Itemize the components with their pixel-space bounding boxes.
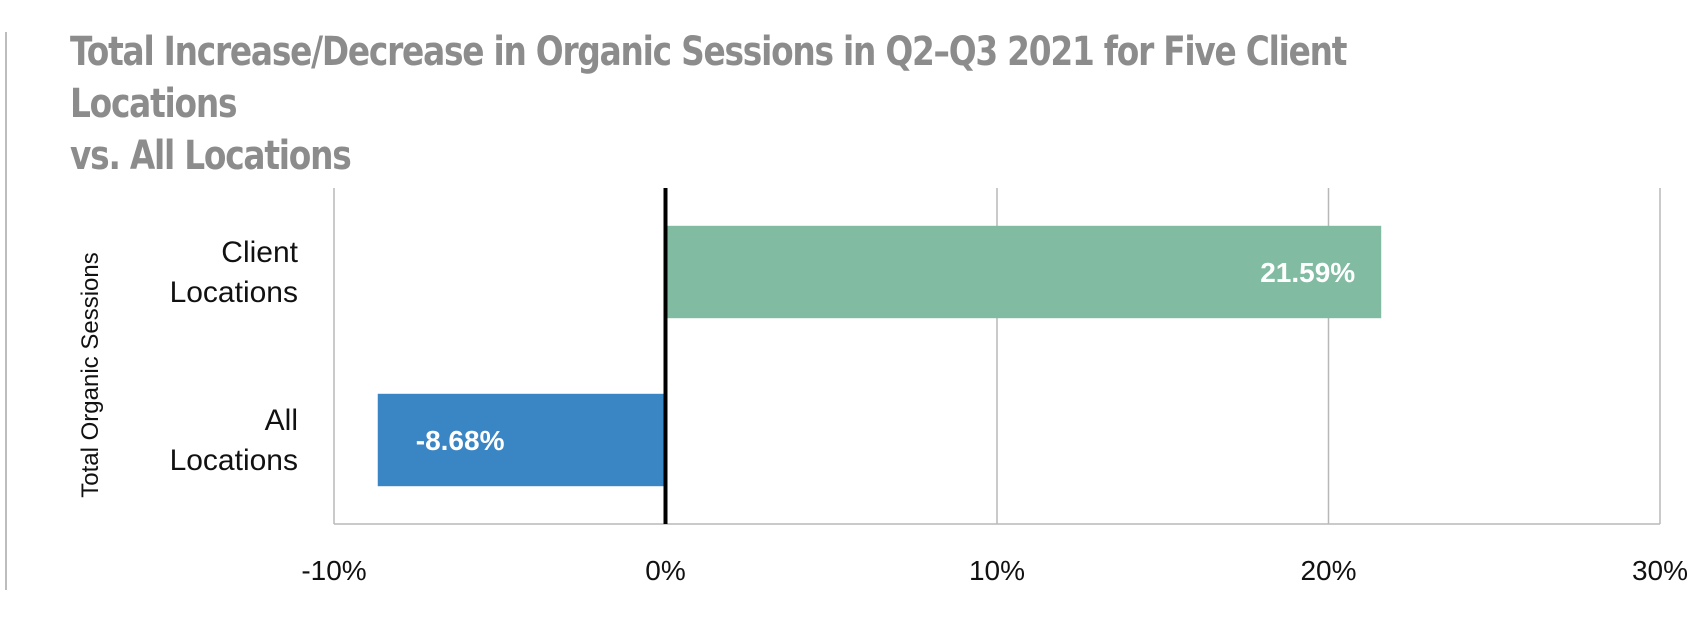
category-label-0: Client Locations	[170, 236, 299, 309]
left-border-rule	[5, 32, 7, 590]
data-label-1: -8.68%	[416, 425, 505, 456]
gridlines	[333, 188, 1661, 525]
x-tick-label-4: 30%	[1632, 555, 1688, 586]
data-labels: 21.59% -8.68%	[416, 257, 1356, 456]
x-tick-label-2: 10%	[969, 555, 1025, 586]
x-tick-label-3: 20%	[1300, 555, 1356, 586]
bars	[377, 225, 1382, 487]
x-tick-label-1: 0%	[645, 555, 685, 586]
chart-title-line-2: vs. All Locations	[70, 133, 352, 179]
bar-0	[665, 225, 1382, 319]
chart-title: Total Increase/Decrease in Organic Sessi…	[70, 26, 1349, 182]
data-label-0: 21.59%	[1260, 257, 1355, 288]
category-label-1: All Locations	[170, 404, 298, 477]
y-axis-title: Total Organic Sessions	[77, 252, 104, 497]
bar-1	[377, 393, 666, 487]
category-labels: Client Locations All Locations	[170, 236, 299, 477]
category-label-0-line-0: Client	[221, 236, 298, 269]
category-label-0-line-1: Locations	[170, 276, 298, 309]
x-tick-label-0: -10%	[301, 555, 366, 586]
category-label-1-line-1: Locations	[170, 444, 298, 477]
chart-title-line-1: Total Increase/Decrease in Organic Sessi…	[70, 29, 1347, 127]
x-tick-labels: -10% 0% 10% 20% 30%	[301, 555, 1688, 586]
category-label-1-line-0: All	[265, 404, 298, 437]
